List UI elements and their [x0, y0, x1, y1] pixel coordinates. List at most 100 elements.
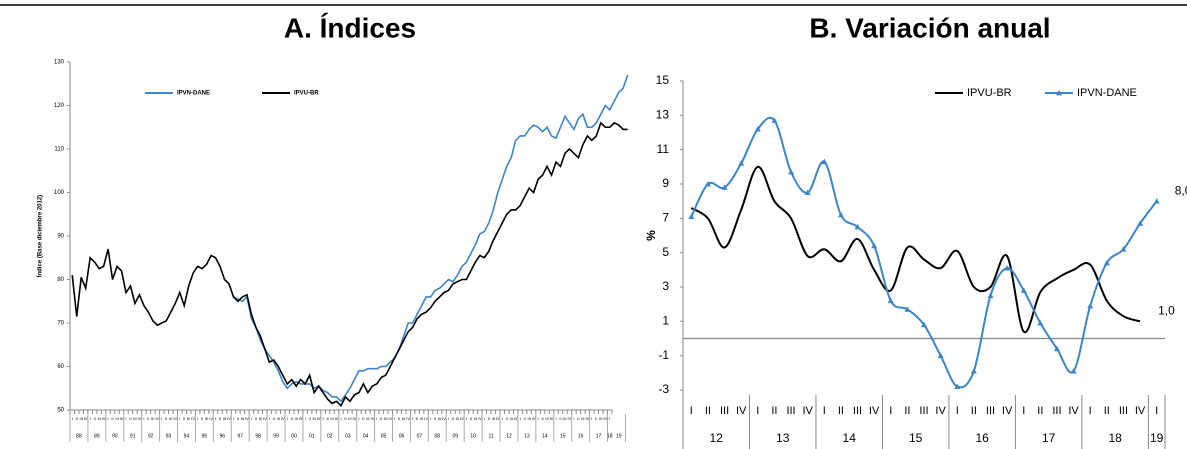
point-marker	[887, 297, 894, 304]
x-tick-label: III	[720, 405, 729, 417]
y-tick-label: 11	[657, 142, 670, 156]
x-group-label: 14	[542, 433, 548, 439]
x-tick-label: I	[179, 416, 180, 421]
y-tick-label: 13	[656, 108, 670, 122]
legend-label: IPVN-DANE	[1077, 87, 1137, 99]
x-tick-label: IV	[299, 416, 303, 421]
x-tick-label: III	[527, 416, 530, 421]
x-tick-label: III	[259, 416, 262, 421]
y-tick-label: 3	[662, 279, 669, 293]
x-tick-label: II	[398, 416, 400, 421]
x-tick-label: I	[108, 416, 109, 421]
x-tick-label: I	[756, 405, 759, 417]
x-tick-label: III	[581, 416, 584, 421]
point-marker	[804, 189, 811, 195]
point-marker	[704, 181, 711, 187]
x-group-label: 15	[560, 433, 566, 439]
x-tick-label: III	[545, 416, 548, 421]
series-line	[690, 165, 1141, 334]
x-tick-label: II	[1104, 405, 1110, 417]
x-group-label: 12	[506, 433, 512, 439]
x-group-label: 15	[909, 431, 923, 445]
point-marker	[1120, 246, 1127, 252]
x-tick-label: IV	[155, 416, 159, 421]
x-tick-label: IV	[736, 405, 747, 417]
x-group-label: 07	[417, 433, 423, 439]
x-group-label: 02	[327, 433, 333, 439]
x-group-label: 98	[255, 433, 261, 439]
x-group-label: 13	[776, 431, 790, 445]
x-tick-label: III	[295, 416, 298, 421]
x-tick-label: I	[72, 416, 73, 421]
x-tick-label: III	[402, 416, 405, 421]
x-tick-label: II	[273, 416, 275, 421]
x-tick-label: I	[502, 416, 503, 421]
point-marker	[821, 158, 828, 165]
x-tick-label: II	[559, 416, 561, 421]
value-label: 8,0	[1175, 183, 1187, 197]
x-group-label: 90	[112, 433, 118, 439]
x-group-label: 12	[710, 431, 724, 445]
x-tick-label: I	[90, 416, 91, 421]
x-tick-label: IV	[1068, 405, 1079, 417]
x-tick-label: I	[591, 416, 592, 421]
x-tick-label: II	[165, 416, 167, 421]
x-group-label: 00	[291, 433, 297, 439]
x-tick-label: IV	[120, 416, 124, 421]
x-tick-label: IV	[370, 416, 374, 421]
point-marker	[721, 184, 728, 190]
series-line	[690, 116, 1158, 389]
y-tick-label: 110	[54, 147, 64, 153]
x-tick-label: II	[416, 416, 418, 421]
y-tick-label: 70	[57, 321, 64, 327]
y-tick-label: -3	[658, 382, 669, 396]
x-tick-label: III	[348, 416, 351, 421]
x-tick-label: IV	[460, 416, 464, 421]
x-tick-label: I	[889, 405, 892, 417]
x-tick-label: III	[241, 416, 244, 421]
x-tick-label: II	[201, 416, 203, 421]
x-tick-label: I	[538, 416, 539, 421]
x-tick-label: IV	[514, 416, 518, 421]
x-tick-label: I	[143, 416, 144, 421]
legend-label: IPVN-DANE	[177, 91, 210, 97]
point-marker	[1020, 287, 1027, 293]
x-tick-label: III	[474, 416, 477, 421]
x-tick-label: IV	[442, 416, 446, 421]
x-group-label: 19	[1150, 431, 1164, 445]
x-group-label: 06	[399, 433, 405, 439]
x-tick-label: I	[956, 405, 959, 417]
y-tick-label: 80	[57, 277, 64, 283]
x-tick-label: II	[76, 416, 78, 421]
point-marker	[954, 383, 961, 389]
y-tick-label: 9	[662, 176, 669, 190]
x-tick-label: IV	[245, 416, 249, 421]
x-tick-label: IV	[935, 405, 946, 417]
y-tick-label: 15	[656, 73, 670, 87]
point-marker	[1137, 220, 1144, 226]
x-tick-label: I	[358, 416, 359, 421]
x-tick-label: IV	[335, 416, 339, 421]
x-tick-label: IV	[227, 416, 231, 421]
x-group-label: 05	[381, 433, 387, 439]
x-tick-label: II	[147, 416, 149, 421]
point-marker	[1103, 259, 1110, 266]
x-group-label: 94	[184, 433, 190, 439]
x-tick-label: III	[97, 416, 100, 421]
legend-marker	[1056, 90, 1062, 96]
x-tick-label: IV	[191, 416, 195, 421]
value-label: 1,0	[1158, 304, 1175, 318]
x-tick-label: III	[151, 416, 154, 421]
x-tick-label: IV	[496, 416, 500, 421]
x-tick-label: I	[555, 416, 556, 421]
x-tick-label: II	[838, 405, 844, 417]
x-tick-label: II	[488, 416, 490, 421]
x-tick-label: I	[197, 416, 198, 421]
x-tick-label: I	[305, 416, 306, 421]
x-tick-label: III	[133, 416, 136, 421]
x-tick-label: IV	[550, 416, 554, 421]
x-tick-label: III	[312, 416, 315, 421]
x-group-label: 03	[345, 433, 351, 439]
x-tick-label: IV	[478, 416, 482, 421]
